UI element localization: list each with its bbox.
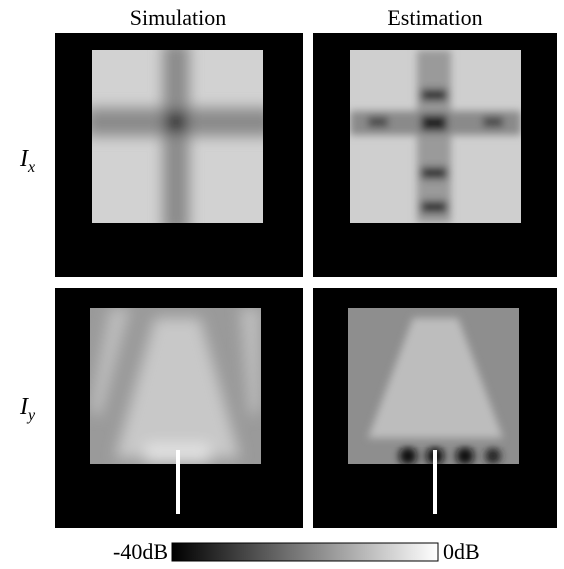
colorbar bbox=[172, 543, 438, 561]
row-label: Iy bbox=[19, 394, 36, 424]
figure: Simulation Estimation Ix Iy bbox=[0, 0, 564, 569]
label-part: y bbox=[26, 407, 36, 424]
column-title: Estimation bbox=[387, 5, 482, 30]
label-part: x bbox=[27, 159, 35, 176]
image-panel bbox=[313, 33, 557, 277]
colorbar-min-label: -40dB bbox=[113, 539, 168, 564]
column-title: Simulation bbox=[130, 5, 227, 30]
image-panel bbox=[55, 288, 303, 528]
colorbar-max-label: 0dB bbox=[443, 539, 480, 564]
image-panel bbox=[55, 33, 303, 277]
image-panel bbox=[313, 288, 557, 528]
row-label: Ix bbox=[19, 146, 35, 176]
